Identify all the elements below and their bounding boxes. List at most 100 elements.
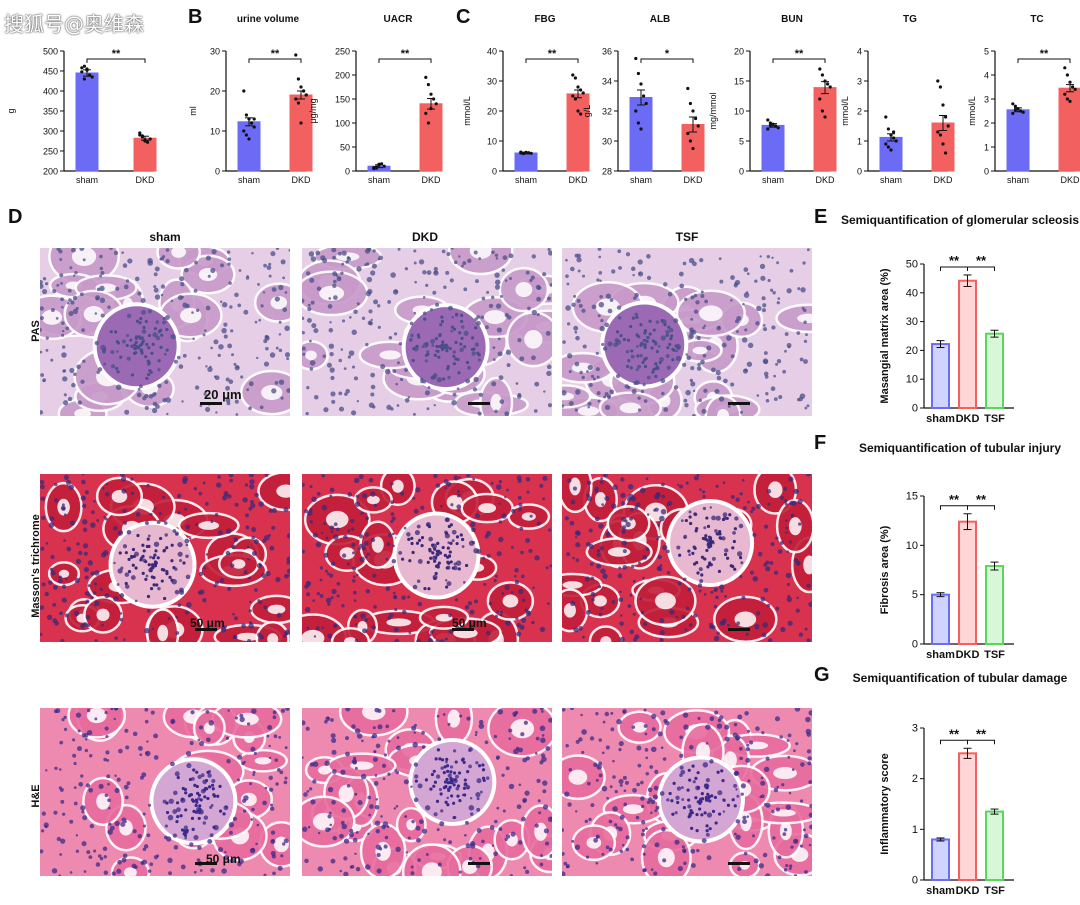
data-point xyxy=(1013,108,1018,112)
significance-bracket xyxy=(967,739,995,745)
y-tick-label: 20 xyxy=(734,47,744,57)
data-point xyxy=(1063,66,1067,70)
data-point xyxy=(138,131,142,135)
data-point xyxy=(776,126,780,130)
y-tick-label: 250 xyxy=(335,47,350,57)
data-point xyxy=(527,151,531,155)
data-point xyxy=(252,117,256,121)
column-header-sham: sham xyxy=(149,230,181,244)
significance-bracket xyxy=(640,58,694,63)
data-point xyxy=(146,140,150,144)
data-point xyxy=(1011,111,1015,115)
panel-letter-f: F xyxy=(814,432,827,454)
y-tick-label: 5 xyxy=(984,47,989,57)
data-point xyxy=(374,166,378,170)
data-point xyxy=(576,85,580,89)
data-point xyxy=(82,77,86,81)
data-point xyxy=(247,137,251,141)
y-tick-label: 0 xyxy=(215,167,220,177)
data-point xyxy=(302,89,306,93)
y-tick-label: 3 xyxy=(857,77,862,87)
x-tick-label: sham xyxy=(1007,175,1029,185)
data-point xyxy=(296,101,300,105)
chart-tg: TG 0 1 2 3 4 mmol/L sham DKD xyxy=(840,14,955,185)
bar-sham xyxy=(761,124,785,172)
significance-label: ** xyxy=(976,492,987,507)
data-point xyxy=(434,102,438,106)
y-tick-label: 4 xyxy=(984,71,989,81)
data-point xyxy=(88,73,92,77)
bar-sham xyxy=(879,136,903,172)
x-tick-label: DKD xyxy=(568,175,588,185)
y-tick-label: 450 xyxy=(43,67,58,77)
data-point xyxy=(686,131,690,136)
data-point xyxy=(244,133,248,137)
data-point xyxy=(644,101,648,106)
x-tick-label: TSF xyxy=(984,885,1005,897)
chart-uacr: UACR 0 50 100 150 200 250 μg/mg sham DKD ** xyxy=(308,14,443,185)
micrograph-he-tsf xyxy=(562,708,812,876)
bar-TSF xyxy=(985,332,1004,410)
data-point xyxy=(892,130,896,134)
data-point xyxy=(1013,104,1018,108)
data-point xyxy=(429,92,433,96)
bar-sham xyxy=(514,152,538,172)
data-point xyxy=(826,82,830,86)
data-point xyxy=(372,166,376,170)
chart-fib: Semiquantification of tubular injury 0 5 10… xyxy=(859,441,1061,661)
significance-bracket xyxy=(967,505,995,510)
bar-sham xyxy=(1006,109,1030,172)
data-point xyxy=(82,64,86,68)
data-point xyxy=(639,127,643,131)
data-point xyxy=(299,85,303,89)
y-axis-label: Fibrosis area (%) xyxy=(879,525,891,614)
chart-urine: urine volume 0 10 20 30 ml sham DKD ** xyxy=(188,14,313,185)
data-point xyxy=(938,85,943,89)
bar-DKD xyxy=(419,103,443,172)
chart-title: UACR xyxy=(384,14,414,25)
x-tick-label: sham xyxy=(926,885,955,897)
chart-bun: BUN 0 5 10 15 20 mg/mmol sham DKD ** xyxy=(708,14,837,185)
data-point xyxy=(820,109,825,113)
chart-title: FBG xyxy=(534,14,555,25)
x-tick-label: DKD xyxy=(421,175,441,185)
y-tick-label: 1 xyxy=(857,137,862,147)
data-point xyxy=(691,146,695,151)
y-tick-label: 200 xyxy=(335,71,350,81)
y-axis-label: mg/mmol xyxy=(708,92,718,129)
x-tick-label: DKD xyxy=(135,175,155,185)
data-point xyxy=(823,115,827,119)
y-tick-label: 1 xyxy=(912,824,918,836)
bar-DKD xyxy=(958,520,977,645)
data-point xyxy=(892,136,896,140)
bar-DKD xyxy=(813,87,837,172)
y-axis-label: μg/mg xyxy=(308,98,318,123)
data-point xyxy=(944,115,948,119)
chart-fbg: FBG 0 10 20 30 40 mmol/L sham DKD ** xyxy=(462,14,590,185)
data-point xyxy=(634,109,638,113)
data-point xyxy=(1071,85,1075,89)
data-point xyxy=(936,79,940,83)
data-point xyxy=(252,125,256,129)
x-tick-label: sham xyxy=(926,649,955,661)
data-point xyxy=(571,94,575,98)
data-point xyxy=(936,130,940,134)
data-point xyxy=(581,91,585,95)
chart-glom: Semiquantification of glomerular scleosi… xyxy=(841,213,1079,425)
y-tick-label: 10 xyxy=(906,374,918,386)
x-tick-label: sham xyxy=(926,413,955,425)
y-tick-label: 300 xyxy=(43,127,58,137)
y-tick-label: 10 xyxy=(734,107,744,117)
chart-title: BUN xyxy=(781,14,803,25)
data-point xyxy=(90,75,94,79)
data-point xyxy=(1016,107,1020,111)
bar-sham xyxy=(629,97,653,172)
y-axis-label: mmol/L xyxy=(967,96,977,126)
data-point xyxy=(818,67,822,71)
chart-tc: TC 0 1 2 3 4 5 mmol/L sham DKD ** xyxy=(967,14,1080,185)
data-point xyxy=(823,79,827,83)
data-point xyxy=(1065,97,1069,101)
chart-weight: 200 250 300 350 400 450 500 g sham DKD ** xyxy=(6,47,157,185)
significance-label: * xyxy=(665,48,670,60)
panel-letter-g: G xyxy=(814,664,830,686)
